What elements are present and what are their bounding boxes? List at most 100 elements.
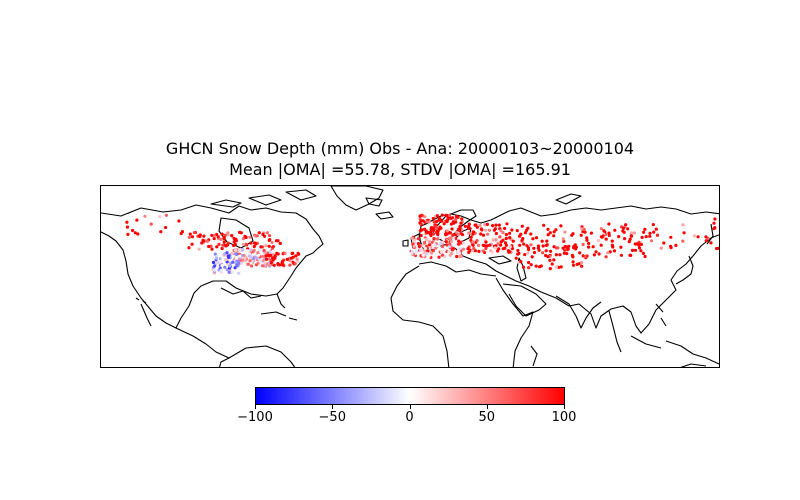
station-marker: [596, 238, 600, 243]
station-marker: [497, 223, 501, 227]
station-marker: [504, 243, 508, 247]
station-marker: [179, 231, 183, 236]
station-marker: [434, 224, 438, 228]
station-marker: [490, 250, 494, 255]
station-marker: [222, 235, 226, 239]
station-marker: [526, 246, 531, 250]
station-marker: [238, 248, 242, 252]
station-marker: [628, 237, 632, 241]
station-marker: [552, 230, 556, 234]
station-marker: [224, 244, 228, 248]
station-marker: [233, 248, 238, 252]
colorbar-tick: [564, 405, 565, 409]
station-marker: [624, 223, 628, 227]
station-marker: [136, 232, 140, 236]
station-marker: [570, 253, 574, 257]
station-marker: [282, 258, 286, 262]
station-marker: [444, 233, 448, 237]
station-marker: [552, 234, 556, 238]
station-marker: [441, 245, 445, 249]
station-marker: [428, 230, 433, 234]
station-marker: [435, 214, 439, 218]
station-marker: [231, 260, 235, 264]
station-marker: [420, 228, 424, 232]
station-marker: [529, 232, 533, 236]
station-marker: [220, 232, 224, 236]
station-marker: [435, 230, 439, 234]
station-marker: [504, 233, 508, 237]
station-marker: [681, 223, 685, 227]
station-marker: [278, 241, 282, 245]
station-marker: [226, 241, 230, 245]
station-marker: [644, 235, 648, 239]
station-marker: [223, 265, 227, 269]
station-marker: [484, 240, 488, 244]
station-marker: [430, 240, 434, 244]
station-marker: [238, 254, 242, 258]
station-marker: [444, 240, 448, 244]
station-marker: [546, 227, 550, 231]
station-marker: [447, 250, 451, 254]
station-marker: [449, 236, 453, 240]
station-marker: [131, 228, 135, 233]
station-marker: [259, 245, 263, 249]
coastline-florida: [276, 293, 286, 309]
station-marker: [290, 251, 294, 256]
station-marker: [607, 231, 611, 235]
colorbar-tick: [409, 405, 411, 409]
station-marker: [285, 257, 289, 261]
station-marker: [225, 268, 229, 272]
station-marker: [617, 235, 621, 239]
station-marker: [621, 229, 625, 233]
station-marker: [651, 223, 655, 227]
station-marker: [205, 239, 209, 243]
station-marker: [440, 213, 444, 217]
station-marker: [546, 233, 550, 237]
station-marker: [434, 246, 438, 250]
station-marker: [421, 219, 425, 223]
station-marker: [505, 222, 509, 226]
colorbar-tick: [332, 405, 334, 409]
station-marker: [412, 244, 416, 248]
station-marker: [461, 247, 465, 251]
station-marker: [529, 263, 533, 267]
station-marker: [517, 234, 522, 238]
station-marker: [471, 240, 475, 244]
station-marker: [273, 254, 277, 258]
station-marker: [235, 264, 239, 268]
station-marker: [669, 246, 673, 250]
station-marker: [484, 246, 488, 250]
station-marker: [268, 238, 272, 242]
station-marker: [459, 254, 463, 258]
station-marker: [704, 239, 708, 243]
station-marker: [225, 251, 229, 255]
station-marker: [582, 227, 586, 232]
station-marker: [257, 231, 261, 235]
station-marker: [159, 230, 163, 234]
station-marker: [555, 246, 559, 250]
coastline-kamchatka: [706, 223, 714, 245]
station-marker: [425, 237, 429, 241]
station-marker: [472, 247, 476, 251]
station-marker: [267, 244, 271, 248]
station-marker: [581, 254, 585, 258]
coastline-new-guinea: [692, 353, 719, 365]
station-marker: [125, 220, 129, 224]
station-marker: [514, 256, 518, 260]
station-marker: [281, 263, 285, 267]
station-marker: [545, 239, 549, 243]
station-marker: [496, 249, 500, 253]
station-marker: [232, 240, 236, 244]
station-marker: [198, 233, 202, 237]
station-marker: [290, 256, 294, 260]
station-marker: [604, 255, 608, 259]
station-marker: [585, 238, 589, 242]
station-marker: [643, 254, 647, 259]
station-marker: [530, 255, 534, 259]
station-marker: [238, 230, 242, 234]
station-marker: [483, 228, 488, 232]
station-marker: [201, 238, 205, 242]
station-marker: [212, 234, 216, 238]
station-marker: [641, 251, 646, 255]
coastline-australia: [680, 363, 707, 367]
